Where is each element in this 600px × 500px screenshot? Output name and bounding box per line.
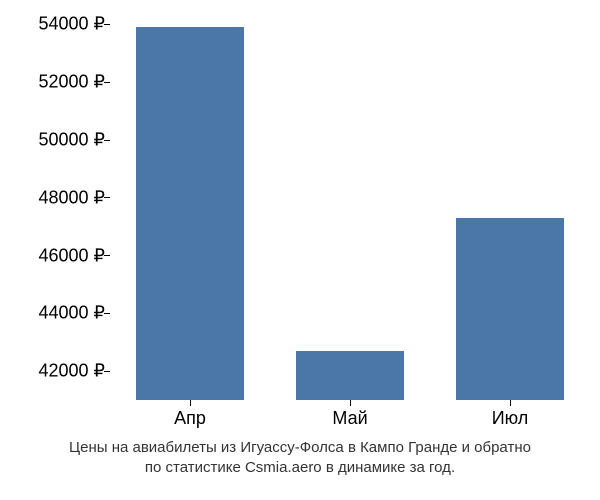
bar-Апр [136, 27, 245, 400]
y-tick-mark [104, 313, 110, 314]
y-tick-mark [104, 197, 110, 198]
y-tick-mark [104, 140, 110, 141]
plot-area [110, 10, 590, 400]
y-tick-mark [104, 82, 110, 83]
caption-line-1: Цены на авиабилеты из Игуассу-Фолса в Ка… [0, 438, 600, 458]
caption-line-2: по статистике Csmia.aero в динамике за г… [0, 458, 600, 478]
y-tick-label: 54000 ₽ [0, 14, 105, 35]
bar-Июл [456, 218, 565, 400]
x-tick-label: Апр [174, 408, 206, 429]
y-tick-mark [104, 371, 110, 372]
y-tick-mark [104, 255, 110, 256]
x-tick-label: Июл [492, 408, 529, 429]
y-tick-label: 42000 ₽ [0, 361, 105, 382]
y-tick-label: 52000 ₽ [0, 72, 105, 93]
x-tick-mark [510, 400, 511, 406]
chart-caption: Цены на авиабилеты из Игуассу-Фолса в Ка… [0, 438, 600, 479]
x-tick-label: Май [332, 408, 367, 429]
y-tick-label: 48000 ₽ [0, 187, 105, 208]
price-chart: 42000 ₽ 44000 ₽ 46000 ₽ 48000 ₽ 50000 ₽ 52000… [0, 0, 600, 440]
y-tick-label: 44000 ₽ [0, 303, 105, 324]
x-tick-mark [350, 400, 351, 406]
y-tick-label: 46000 ₽ [0, 245, 105, 266]
y-tick-mark [104, 24, 110, 25]
x-tick-mark [190, 400, 191, 406]
y-tick-label: 50000 ₽ [0, 130, 105, 151]
bar-Май [296, 351, 405, 400]
